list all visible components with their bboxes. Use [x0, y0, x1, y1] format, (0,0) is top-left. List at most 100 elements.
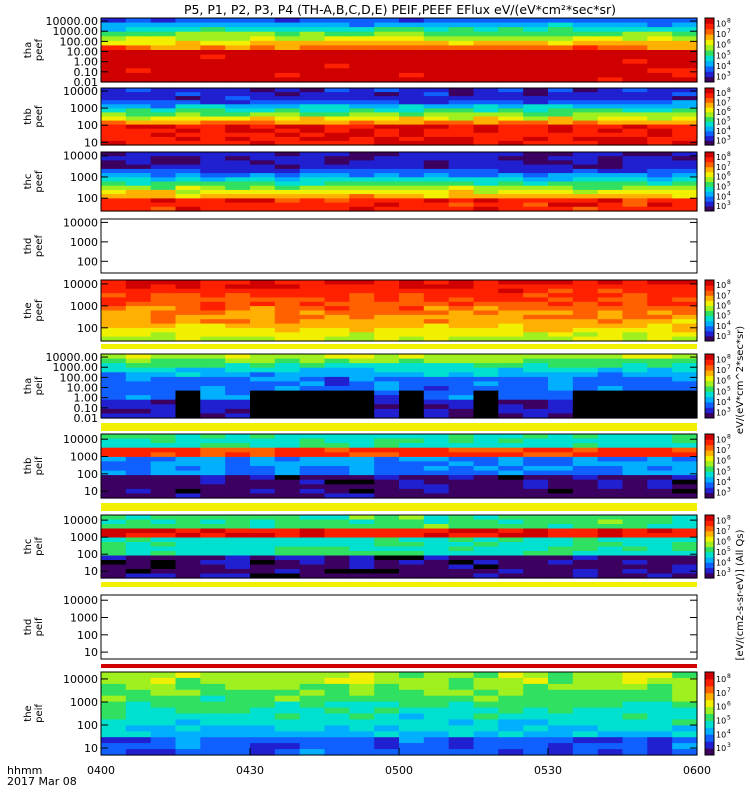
- heatmap-cell: [548, 108, 574, 114]
- heatmap-cell: [374, 136, 400, 142]
- heatmap-cell: [299, 677, 326, 685]
- heatmap-cell: [448, 31, 475, 37]
- heatmap-cell: [200, 413, 226, 419]
- heatmap-cell: [374, 301, 400, 307]
- heatmap-cell: [101, 461, 127, 467]
- heatmap-cell: [572, 100, 599, 105]
- heatmap-cell: [299, 22, 326, 28]
- ylabel-product: peef: [34, 170, 45, 193]
- heatmap-cell: [125, 40, 152, 47]
- heatmap-cell: [523, 381, 549, 387]
- heatmap-cell: [523, 22, 549, 28]
- heatmap-cell: [672, 168, 698, 174]
- heatmap-cell: [423, 367, 450, 373]
- heatmap-cell: [672, 466, 698, 472]
- heatmap-cell: [374, 354, 400, 360]
- colorbar-segment: [705, 186, 714, 192]
- heatmap-cell: [200, 528, 226, 534]
- heatmap-cell: [399, 319, 425, 325]
- heatmap-cell: [200, 189, 226, 195]
- heatmap-cell: [374, 372, 400, 378]
- heatmap-cell: [672, 50, 698, 56]
- heatmap-cell: [622, 493, 648, 499]
- heatmap-cell: [349, 293, 375, 299]
- heatmap-cell: [498, 404, 524, 410]
- heatmap-cell: [101, 128, 127, 134]
- heatmap-cell: [572, 27, 599, 33]
- heatmap-cell: [622, 743, 648, 750]
- heatmap-cell: [572, 280, 599, 285]
- heatmap-cell: [597, 408, 624, 415]
- heatmap-cell: [597, 447, 624, 453]
- heatmap-cell: [250, 443, 276, 449]
- heatmap-cell: [299, 404, 326, 410]
- heatmap-cell: [548, 68, 574, 74]
- heatmap-cell: [597, 88, 624, 93]
- heatmap-cell: [572, 168, 599, 174]
- colorbar-tick-exponent: 4: [727, 728, 731, 735]
- ytick-label: 100: [77, 719, 98, 732]
- heatmap-cell: [647, 327, 673, 333]
- heatmap-cell: [473, 404, 499, 410]
- heatmap-cell: [225, 376, 251, 383]
- heatmap-cell: [523, 551, 549, 557]
- heatmap-cell: [423, 59, 450, 65]
- heatmap-cell: [473, 189, 499, 195]
- heatmap-cell: [597, 92, 624, 97]
- heatmap-cell: [200, 701, 226, 709]
- heatmap-cell: [448, 77, 475, 83]
- heatmap-cell: [299, 284, 326, 290]
- heatmap-cell: [299, 332, 326, 338]
- heatmap-cell: [622, 438, 648, 444]
- heatmap-cell: [299, 390, 326, 396]
- colorbar-segment: [705, 748, 714, 756]
- heatmap-cell: [423, 100, 450, 105]
- heatmap-cell: [523, 104, 549, 109]
- heatmap-cell: [125, 677, 152, 685]
- heatmap-cell: [200, 156, 226, 161]
- heatmap-cell: [125, 358, 152, 364]
- colorbar-segment: [705, 391, 714, 398]
- heatmap-cell: [672, 551, 698, 557]
- heatmap-cell: [125, 327, 152, 333]
- heatmap-cell: [473, 297, 499, 303]
- heatmap-cell: [498, 164, 524, 170]
- colorbar-tick-exponent: 7: [727, 289, 731, 296]
- heatmap-cell: [448, 92, 475, 97]
- heatmap-cell: [473, 524, 499, 530]
- heatmap-cell: [374, 560, 400, 566]
- heatmap-cell: [299, 533, 326, 539]
- heatmap-cell: [101, 488, 127, 495]
- heatmap-cell: [225, 719, 251, 726]
- heatmap-cell: [349, 156, 375, 161]
- heatmap-cell: [101, 152, 127, 157]
- heatmap-cell: [672, 376, 698, 383]
- heatmap-cell: [473, 443, 499, 449]
- ylabel-product: peef: [34, 38, 45, 61]
- heatmap-cell: [399, 438, 425, 444]
- colorbar-tick-exponent: 7: [727, 161, 731, 168]
- heatmap-cell: [374, 695, 400, 703]
- heatmap-cell: [200, 737, 226, 744]
- ytick-label: 10000: [63, 673, 98, 686]
- heatmap-cell: [175, 386, 201, 392]
- heatmap-cell: [473, 737, 499, 744]
- heatmap-cell: [423, 18, 450, 24]
- heatmap-cell: [225, 677, 251, 685]
- ytick-label: 10.00: [67, 382, 99, 395]
- heatmap-cell: [597, 376, 624, 383]
- heatmap-cell: [349, 27, 375, 33]
- heatmap-cell: [423, 713, 450, 720]
- heatmap-cell: [473, 306, 499, 312]
- heatmap-cell: [672, 40, 698, 47]
- xtick-label: 0400: [87, 764, 115, 777]
- heatmap-cell: [399, 701, 425, 709]
- heatmap-cell: [399, 297, 425, 303]
- colorbar-tick-exponent: 6: [727, 39, 731, 46]
- heatmap-cell: [423, 689, 450, 697]
- heatmap-cell: [672, 319, 698, 325]
- colorbar-tick-exponent: 7: [727, 687, 731, 694]
- heatmap-cell: [448, 695, 475, 703]
- heatmap-cell: [597, 537, 624, 543]
- colorbar-tick-exponent: 4: [727, 556, 731, 563]
